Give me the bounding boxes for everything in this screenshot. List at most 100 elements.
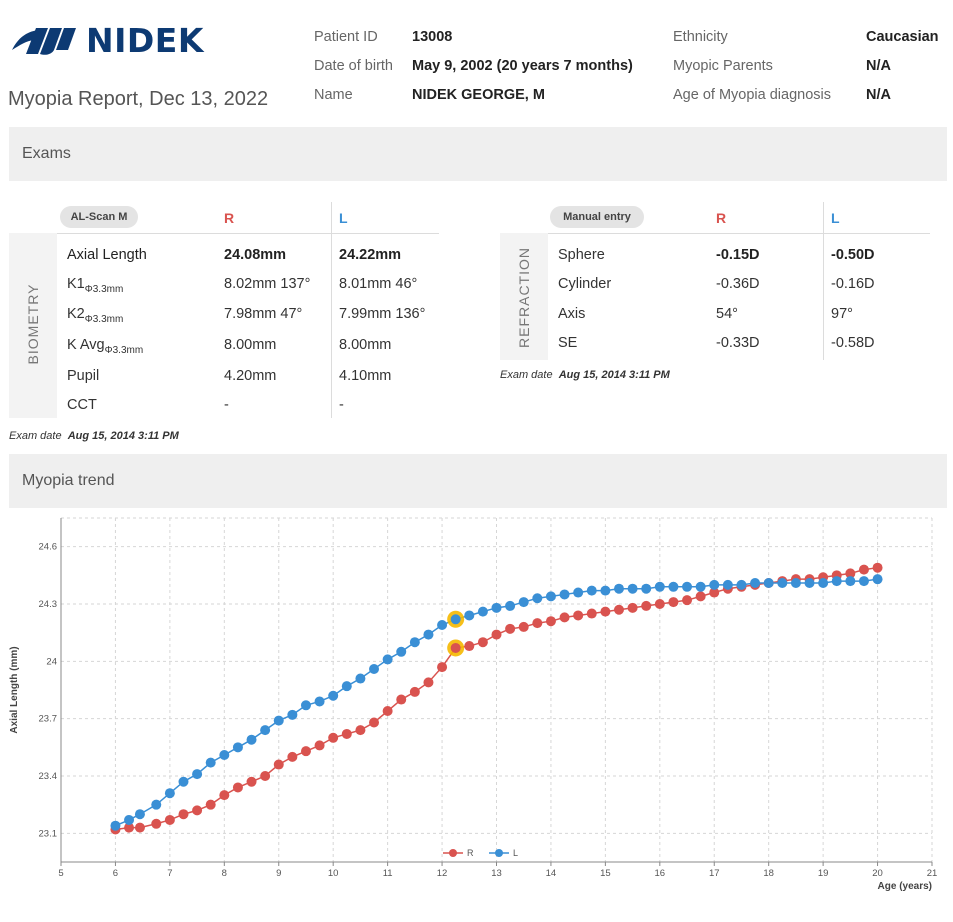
data-point-l (613, 583, 624, 594)
data-point-l (314, 696, 325, 707)
refraction-column-divider (823, 202, 824, 360)
data-point-l (246, 734, 257, 745)
data-point-l (872, 574, 883, 585)
data-point-l (858, 576, 869, 587)
biometry-row-label: K1Φ3.3mm (67, 276, 124, 295)
data-point-r (328, 732, 339, 743)
data-point-r (491, 629, 502, 640)
data-point-l (450, 614, 461, 625)
data-point-l (341, 681, 352, 692)
name-value: NIDEK GEORGE, M (412, 86, 545, 103)
data-point-r (287, 751, 298, 762)
myopic-parents-value: N/A (866, 57, 891, 74)
data-point-l (437, 620, 448, 631)
data-point-r (409, 686, 420, 697)
biometry-row-label: Pupil (67, 368, 100, 384)
data-point-l (736, 579, 747, 590)
data-point-l (845, 576, 856, 587)
cylinder-l: -0.16D (831, 276, 875, 292)
data-point-r (545, 616, 556, 627)
data-point-l (300, 700, 311, 711)
biometry-col-l: L (339, 210, 348, 226)
nidek-logo: NIDEK (10, 20, 204, 60)
biometry-row-label: K2Φ3.3mm (67, 306, 124, 325)
y-tick-label: 23.1 (39, 828, 58, 839)
data-point-r (641, 600, 652, 611)
data-point-r (355, 725, 366, 736)
ethnicity-label: Ethnicity (673, 28, 728, 45)
data-point-l (600, 585, 611, 596)
data-point-r (341, 728, 352, 739)
data-point-l (831, 576, 842, 587)
data-point-r (518, 621, 529, 632)
data-point-l (722, 579, 733, 590)
biometry-side-label: BIOMETRY (25, 283, 41, 365)
legend-label-l: L (513, 848, 518, 858)
data-point-r (273, 759, 284, 770)
data-point-l (178, 776, 189, 787)
legend-marker-l (495, 849, 503, 857)
data-point-r (192, 805, 203, 816)
y-tick-label: 23.4 (39, 771, 58, 782)
data-point-l (164, 788, 175, 799)
refraction-row-label: SE (558, 335, 578, 351)
data-point-l (505, 600, 516, 611)
data-point-r (872, 562, 883, 573)
k2-r: 7.98mm 47° (224, 306, 303, 322)
data-point-l (423, 629, 434, 640)
y-tick-label: 23.7 (39, 714, 58, 725)
data-point-r (260, 771, 271, 781)
data-point-r (464, 641, 475, 652)
sphere-r: -0.15D (716, 247, 760, 263)
axial-length-r: 24.08mm (224, 247, 287, 263)
refraction-exam-date: Exam date Aug 15, 2014 3:11 PM (500, 369, 670, 381)
data-point-l (532, 593, 543, 604)
data-point-r (586, 608, 597, 619)
x-tick-label: 9 (276, 868, 281, 879)
data-point-l (232, 742, 243, 753)
data-point-l (586, 585, 597, 596)
cct-l: - (339, 397, 344, 413)
data-point-r (369, 717, 380, 728)
dob-label: Date of birth (314, 57, 393, 74)
data-point-l (192, 769, 203, 780)
data-point-l (477, 606, 488, 617)
data-point-r (600, 606, 611, 617)
exams-section-header: Exams (9, 127, 947, 181)
data-point-l (355, 673, 366, 684)
data-point-r (845, 568, 856, 579)
x-tick-label: 17 (709, 868, 720, 879)
data-point-l (641, 583, 652, 594)
axial-length-l: 24.22mm (339, 247, 402, 263)
data-point-l (151, 799, 162, 810)
data-point-l (763, 577, 774, 588)
biometry-header-divider (9, 233, 439, 234)
data-point-r (532, 618, 543, 629)
data-point-r (709, 587, 720, 598)
biometry-row-label: CCT (67, 397, 97, 413)
patient-id-value: 13008 (412, 28, 453, 45)
patient-id-label: Patient ID (314, 28, 378, 45)
data-point-r (437, 662, 448, 673)
data-point-r (205, 799, 216, 810)
refraction-row-label: Sphere (558, 247, 605, 263)
data-point-l (110, 820, 121, 831)
x-tick-label: 20 (872, 868, 883, 879)
cct-r: - (224, 397, 229, 413)
data-point-l (709, 579, 720, 590)
se-r: -0.33D (716, 335, 760, 351)
y-tick-label: 24 (46, 656, 57, 667)
data-point-l (518, 597, 529, 608)
data-point-r (682, 595, 693, 606)
x-tick-label: 11 (383, 868, 393, 879)
data-point-l (668, 581, 679, 592)
data-point-l (750, 577, 761, 588)
data-point-r (246, 776, 257, 787)
data-point-l (134, 809, 145, 820)
data-point-l (818, 577, 829, 588)
refraction-header-divider (500, 233, 930, 234)
data-point-r (232, 782, 243, 793)
legend-label-r: R (467, 848, 474, 858)
data-point-l (559, 589, 570, 600)
data-point-l (205, 757, 216, 768)
